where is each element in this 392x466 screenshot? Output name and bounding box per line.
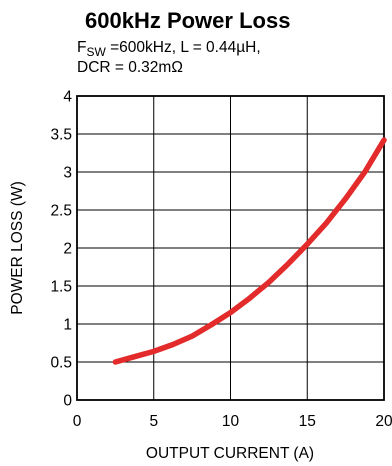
subtitle-fsw-subscript: SW bbox=[86, 45, 106, 59]
x-tick-label: 10 bbox=[222, 413, 240, 430]
grid-lines bbox=[77, 96, 384, 400]
x-tick-labels: 0 5 10 15 20 bbox=[73, 413, 392, 430]
x-tick-label: 0 bbox=[73, 413, 82, 430]
y-tick-label: 0 bbox=[63, 393, 72, 410]
series-group bbox=[112, 137, 387, 365]
x-tick-label: 20 bbox=[375, 413, 392, 430]
x-tick-label: 5 bbox=[149, 413, 158, 430]
x-axis-label: OUTPUT CURRENT (A) bbox=[146, 445, 314, 462]
y-tick-label: 2.5 bbox=[50, 203, 72, 220]
plot-frame bbox=[76, 95, 385, 401]
y-tick-labels: 0 0.5 1 1.5 2 2.5 3 3.5 4 bbox=[50, 89, 72, 410]
subtitle-fsw-prefix: F bbox=[77, 39, 86, 56]
y-tick-label: 2 bbox=[63, 241, 72, 258]
y-axis-label: POWER LOSS (W) bbox=[9, 181, 26, 314]
y-tick-label: 3.5 bbox=[50, 127, 72, 144]
chart-title: 600kHz Power Loss bbox=[85, 8, 290, 33]
power-loss-curve bbox=[112, 137, 387, 365]
y-tick-label: 3 bbox=[63, 165, 72, 182]
chart-subtitle-line2: DCR = 0.32mΩ bbox=[77, 59, 183, 76]
y-tick-label: 1.5 bbox=[50, 279, 72, 296]
y-tick-label: 4 bbox=[63, 89, 72, 106]
x-tick-label: 15 bbox=[299, 413, 316, 430]
y-tick-label: 1 bbox=[63, 317, 72, 334]
chart-subtitle-line1: FSW =600kHz, L = 0.44µH, bbox=[77, 39, 261, 59]
subtitle-fsw-rest: =600kHz, L = 0.44µH, bbox=[106, 39, 261, 56]
y-tick-label: 0.5 bbox=[50, 355, 72, 372]
